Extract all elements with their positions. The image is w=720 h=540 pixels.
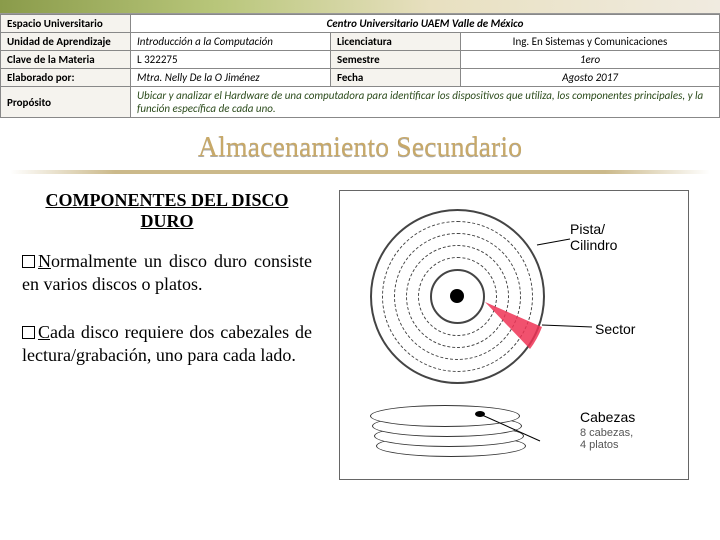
hdr-val-3b: Fecha (331, 69, 461, 87)
label-heads-sub: 8 cabezas, 4 platos (580, 427, 633, 451)
top-banner (0, 0, 720, 14)
hdr-label-1: Unidad de Aprendizaje (1, 33, 131, 51)
header-row-0: Espacio Universitario Centro Universitar… (1, 15, 720, 33)
disk-diagram: Pista/ Cilindro Sector Cabezas 8 cabezas… (339, 190, 689, 480)
hdr-val-3a: Mtra. Nelly De la O Jiménez (131, 69, 331, 87)
left-column: COMPONENTES DEL DISCO DURO Normalmente u… (22, 190, 312, 480)
hdr-val-0: Centro Universitario UAEM Valle de Méxic… (131, 15, 720, 33)
checkbox-icon (22, 326, 35, 339)
bullet-1-rest: ada disco requiere dos cabezales de lect… (22, 322, 312, 365)
label-track: Pista/ Cilindro (570, 221, 617, 253)
right-column: Pista/ Cilindro Sector Cabezas 8 cabezas… (330, 190, 698, 480)
header-table: Espacio Universitario Centro Universitar… (0, 14, 720, 118)
platter-stack (370, 401, 540, 471)
subtitle: COMPONENTES DEL DISCO DURO (22, 190, 312, 232)
head-arm (480, 409, 550, 449)
header-row-1: Unidad de Aprendizaje Introducción a la … (1, 33, 720, 51)
bullet-0-lead: N (38, 251, 51, 271)
bullet-0: Normalmente un disco duro consiste en va… (22, 250, 312, 295)
content-area: COMPONENTES DEL DISCO DURO Normalmente u… (0, 190, 720, 480)
header-row-2: Clave de la Materia L 322275 Semestre 1e… (1, 51, 720, 69)
bullet-1: Cada disco requiere dos cabezales de lec… (22, 321, 312, 366)
hdr-label-0: Espacio Universitario (1, 15, 131, 33)
hdr-val-1c: Ing. En Sistemas y Comunicaciones (461, 33, 720, 51)
hdr-val-1b: Licenciatura (331, 33, 461, 51)
platter-top-view (370, 209, 545, 384)
hdr-label-prop: Propósito (1, 87, 131, 118)
arrow-sector (540, 319, 595, 333)
hdr-val-3c: Agosto 2017 (461, 69, 720, 87)
hdr-val-2b: Semestre (331, 51, 461, 69)
sector-wedge (370, 209, 545, 384)
hdr-val-2a: L 322275 (131, 51, 331, 69)
hdr-val-prop: Ubicar y analizar el Hardware de una com… (131, 87, 720, 118)
hdr-label-3: Elaborado por: (1, 69, 131, 87)
bullet-0-rest: ormalmente un disco duro consiste en var… (22, 251, 312, 294)
label-sector: Sector (595, 321, 635, 337)
label-heads: Cabezas (580, 409, 635, 425)
arrow-track (535, 231, 575, 251)
hdr-val-1a: Introducción a la Computación (131, 33, 331, 51)
bullet-1-lead: C (38, 322, 50, 342)
hdr-val-2c: 1ero (461, 51, 720, 69)
checkbox-icon (22, 255, 35, 268)
main-title: Almacenamiento Secundario (0, 132, 720, 174)
hdr-label-2: Clave de la Materia (1, 51, 131, 69)
header-row-3: Elaborado por: Mtra. Nelly De la O Jimén… (1, 69, 720, 87)
header-row-proposito: Propósito Ubicar y analizar el Hardware … (1, 87, 720, 118)
